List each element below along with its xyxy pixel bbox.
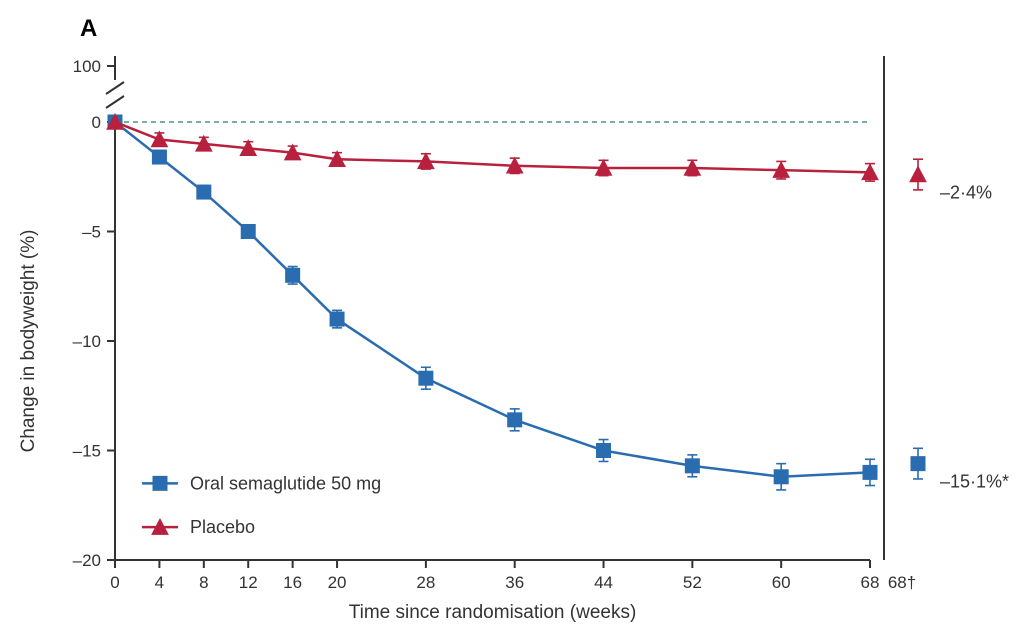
y-tick-label: –15 xyxy=(73,442,101,461)
x-tick-label: 4 xyxy=(155,573,164,592)
marker-square xyxy=(152,150,166,164)
x-tick-label: 8 xyxy=(199,573,208,592)
legend-label: Oral semaglutide 50 mg xyxy=(190,473,381,493)
chart-container: A 0 4 8 12 16 20 28 36 44 52 60 68 –20 –15 –10 –5 0 100 Tim… xyxy=(0,0,1024,634)
marker-square xyxy=(419,371,433,385)
x-tick-label: 0 xyxy=(110,573,119,592)
x-axis-label: Time since randomisation (weeks) xyxy=(349,602,637,623)
x-tick-label: 20 xyxy=(328,573,347,592)
marker-square xyxy=(597,444,611,458)
y-tick-label: –5 xyxy=(82,223,101,242)
marker-square xyxy=(774,470,788,484)
y-tick-label: –20 xyxy=(73,551,101,570)
series: –2·4% xyxy=(107,114,992,203)
y-axis-label: Change in bodyweight (%) xyxy=(18,230,39,453)
y-tick-label: –10 xyxy=(73,332,101,351)
series-line xyxy=(115,122,870,172)
line-chart: A 0 4 8 12 16 20 28 36 44 52 60 68 –20 –15 –10 –5 0 100 Tim… xyxy=(0,0,1024,634)
endpoint-label: –15·1%* xyxy=(940,472,1009,492)
marker-square xyxy=(153,476,167,490)
y-tick-label: 100 xyxy=(73,57,101,76)
series-line xyxy=(115,122,870,477)
endpoint-label: –2·4% xyxy=(940,183,992,203)
marker-square xyxy=(911,457,925,471)
marker-triangle xyxy=(910,167,926,182)
marker-square xyxy=(286,268,300,282)
marker-square xyxy=(508,413,522,427)
x-tick-label: 68 xyxy=(861,573,880,592)
axis-break-mark xyxy=(106,96,124,108)
x-tick-label: 36 xyxy=(505,573,524,592)
x-tick-label: 52 xyxy=(683,573,702,592)
marker-square xyxy=(863,465,877,479)
legend-label: Placebo xyxy=(190,517,255,537)
y-tick-label: 0 xyxy=(92,113,101,132)
x-tick-label: 16 xyxy=(283,573,302,592)
panel-label: A xyxy=(80,15,97,42)
x-tick-label-extra: 68† xyxy=(888,573,916,592)
marker-square xyxy=(330,312,344,326)
marker-square xyxy=(241,225,255,239)
x-tick-label: 28 xyxy=(416,573,435,592)
axis-break-mark xyxy=(106,82,124,94)
marker-square xyxy=(197,185,211,199)
x-tick-label: 12 xyxy=(239,573,258,592)
marker-square xyxy=(685,459,699,473)
x-tick-label: 60 xyxy=(772,573,791,592)
x-tick-label: 44 xyxy=(594,573,613,592)
